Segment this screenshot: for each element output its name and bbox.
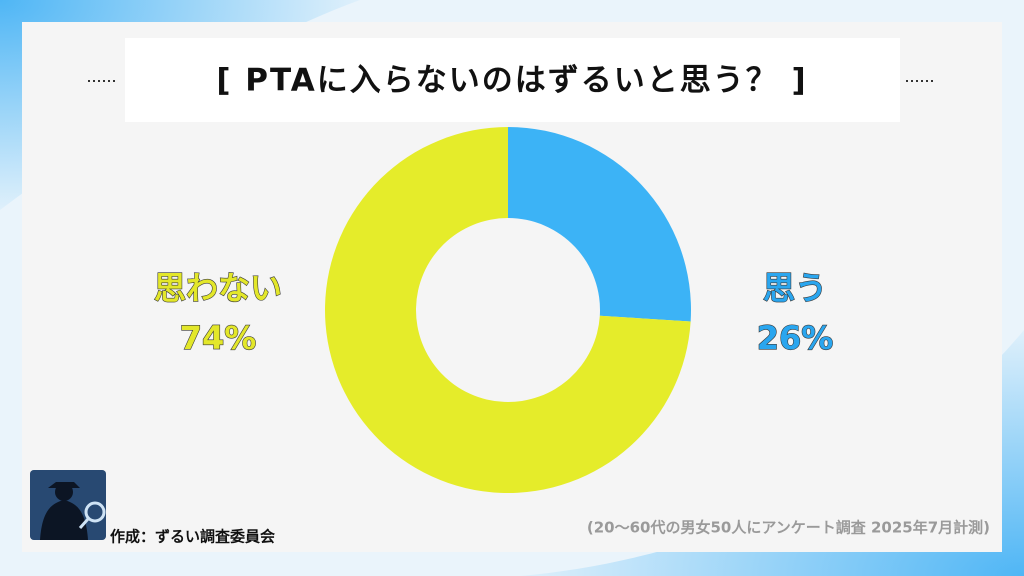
slice (325, 127, 691, 493)
category-label: 思わない (154, 269, 282, 307)
slice (508, 127, 691, 322)
value-label: 74% (180, 319, 257, 357)
title-box (125, 38, 900, 122)
chart-title: [ PTAに入らないのはずるいと思う？ ] (216, 63, 807, 99)
credit: 作成：ずるい調査委員会 (110, 528, 275, 546)
survey-note: (20〜60代の男女50人にアンケート調査 2025年7月計測) (587, 519, 990, 537)
logo (30, 470, 106, 540)
category-label: 思う (763, 269, 827, 307)
value-label: 26% (757, 319, 834, 357)
